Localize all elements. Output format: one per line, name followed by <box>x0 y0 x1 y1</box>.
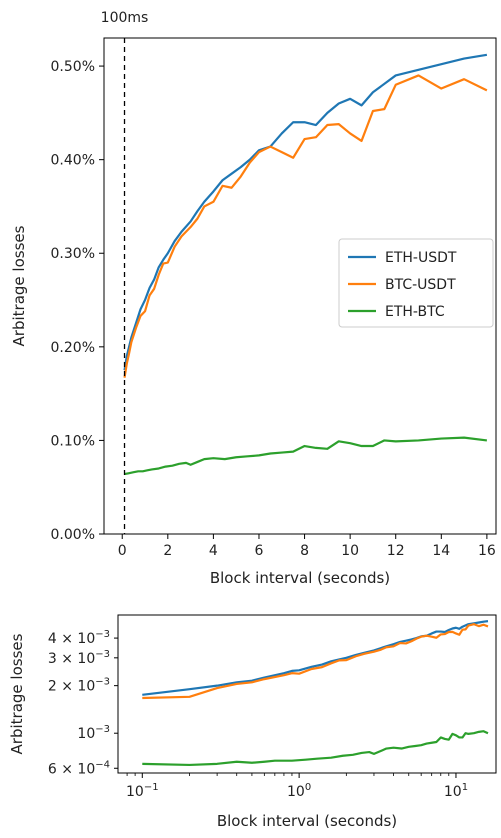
bottom-chart: 10−1 100 101 6 × 10−4 10−3 2 × 10−3 3 × 10−3 4 … <box>8 614 497 830</box>
legend-label-eth-btc: ETH-BTC <box>385 304 445 320</box>
y-tick-label: 10−3 <box>77 724 110 742</box>
x-tick-label: 10 <box>341 543 359 559</box>
legend-label-btc-usdt: BTC-USDT <box>385 277 456 293</box>
top-chart: 100ms 0 2 4 6 8 10 12 14 16 0.00% 0.10% 0.20% 0.30% 0.… <box>10 10 497 587</box>
y-tick-label: 0.10% <box>51 433 95 449</box>
y-tick-label: 0.50% <box>51 59 95 75</box>
series-line-eth-btc <box>124 436 488 476</box>
legend-box <box>338 238 494 328</box>
legend: ETH-USDT BTC-USDT ETH-BTC <box>338 238 494 328</box>
series-line-eth-btc <box>142 730 489 767</box>
x-tick-label: 4 <box>209 543 218 559</box>
legend-label-eth-usdt: ETH-USDT <box>385 250 457 266</box>
y-tick-label: 0.30% <box>51 246 95 262</box>
y-tick-label: 2 × 10−3 <box>48 677 110 695</box>
y-axis-label: Arbitrage losses <box>10 225 28 346</box>
y-tick-label: 0.00% <box>51 527 95 543</box>
y-tick-label: 0.40% <box>51 153 95 169</box>
series-line-btc-usdt <box>142 623 489 700</box>
y-axis-label: Arbitrage losses <box>8 633 26 754</box>
y-tick-label: 6 × 10−4 <box>48 759 110 777</box>
x-tick-label: 10−1 <box>126 782 159 800</box>
y-tick-label: 3 × 10−3 <box>48 649 110 667</box>
series-line-btc-usdt <box>123 74 488 378</box>
x-axis-label: Block interval (seconds) <box>210 569 390 587</box>
x-tick-label: 6 <box>255 543 264 559</box>
x-tick-label: 16 <box>478 543 496 559</box>
bottom-plot-frame <box>117 614 497 774</box>
series-line-eth-usdt <box>123 53 488 371</box>
x-tick-label: 2 <box>163 543 172 559</box>
series-line-eth-usdt <box>142 620 489 696</box>
x-tick-label: 8 <box>300 543 309 559</box>
x-tick-label: 0 <box>118 543 127 559</box>
x-tick-label: 12 <box>387 543 405 559</box>
y-tick-label: 4 × 10−3 <box>48 629 110 647</box>
top-plot-frame <box>103 37 497 535</box>
annotation-100ms-label: 100ms <box>101 10 149 26</box>
x-tick-label: 101 <box>444 782 468 800</box>
x-tick-label: 100 <box>287 782 311 800</box>
x-axis-label: Block interval (seconds) <box>217 812 397 830</box>
y-tick-label: 0.20% <box>51 340 95 356</box>
x-tick-label: 14 <box>432 543 450 559</box>
